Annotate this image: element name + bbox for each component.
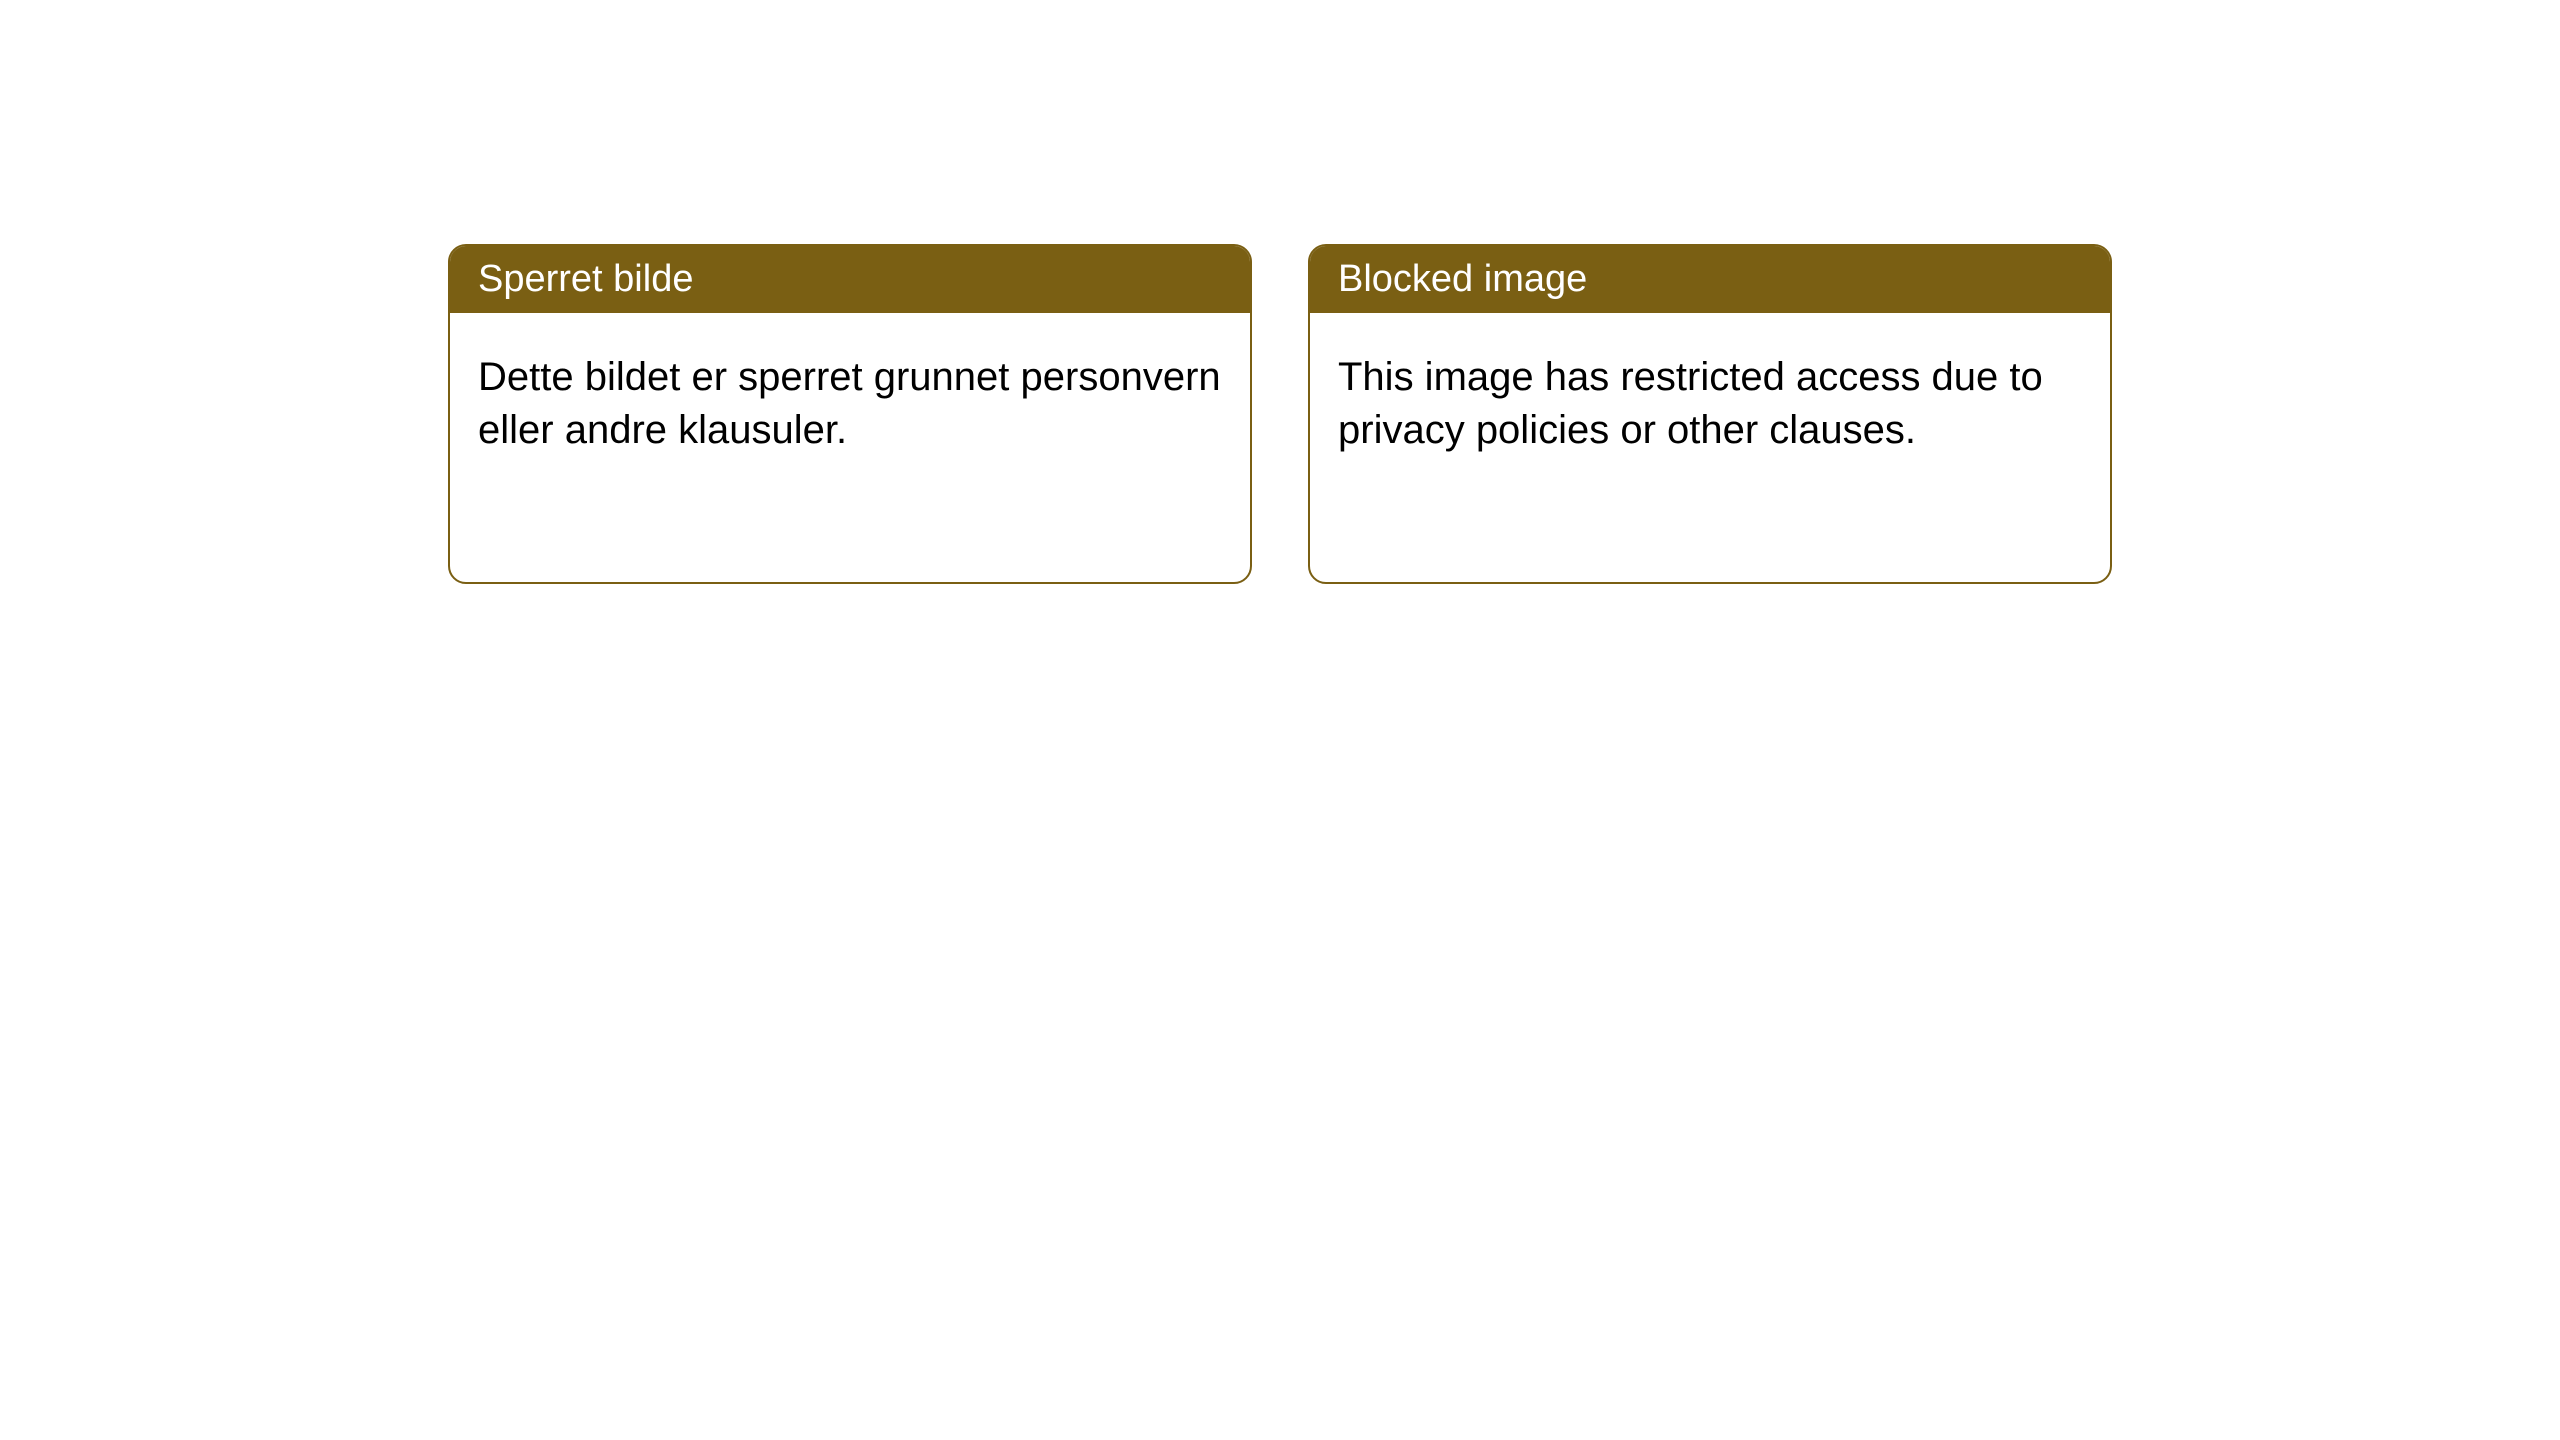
blocked-image-card-en: Blocked image This image has restricted …: [1308, 244, 2112, 584]
blocked-image-notices: Sperret bilde Dette bildet er sperret gr…: [448, 244, 2112, 584]
card-body-en: This image has restricted access due to …: [1310, 313, 2110, 495]
card-header-no: Sperret bilde: [450, 246, 1250, 313]
blocked-image-card-no: Sperret bilde Dette bildet er sperret gr…: [448, 244, 1252, 584]
card-header-en: Blocked image: [1310, 246, 2110, 313]
card-body-no: Dette bildet er sperret grunnet personve…: [450, 313, 1250, 495]
